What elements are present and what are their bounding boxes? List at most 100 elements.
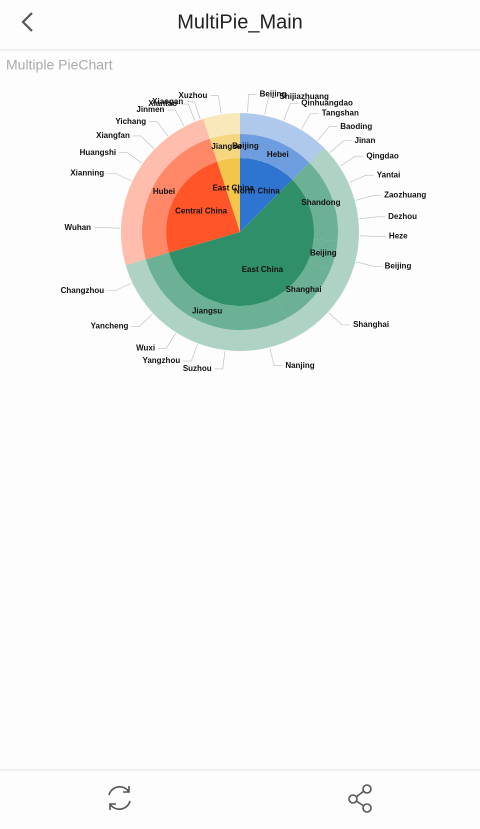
outer-label: Yichang	[115, 117, 146, 126]
inner-label: North China	[234, 186, 280, 195]
outer-slice	[240, 317, 298, 351]
outer-label: Yangzhou	[142, 356, 180, 365]
leader-line	[340, 155, 364, 167]
middle-slice	[275, 261, 330, 318]
header-title: MultiPie_Main	[177, 11, 303, 33]
share-button[interactable]	[348, 784, 372, 813]
outer-label: Heze	[389, 231, 408, 240]
inner-label: East China	[212, 184, 254, 193]
outer-slice	[185, 319, 216, 348]
outer-slice	[167, 309, 196, 339]
middle-label: Jiangsu	[192, 307, 222, 316]
middle-label: Hebei	[267, 150, 289, 159]
inner-label: East China	[242, 265, 284, 274]
outer-slice	[325, 174, 352, 199]
leader-line	[359, 235, 386, 237]
outer-label: Yancheng	[91, 322, 129, 331]
middle-slice	[209, 134, 240, 162]
middle-label: Shanghai	[286, 285, 322, 294]
leader-line	[94, 227, 121, 229]
leader-line	[119, 152, 142, 164]
leader-line	[359, 216, 386, 220]
outer-slice	[332, 191, 357, 214]
outer-label: Nanjing	[285, 361, 314, 370]
outer-label: Dezhou	[388, 212, 417, 221]
middle-slice	[307, 238, 338, 271]
outer-slice	[296, 135, 325, 163]
middle-slice	[249, 134, 310, 180]
outer-slice	[137, 156, 165, 183]
outer-label: Jinan	[355, 136, 376, 145]
middle-label: Jiangsu	[211, 142, 241, 151]
outer-label: Shijiazhuang	[280, 92, 329, 101]
leader-line	[264, 96, 277, 115]
middle-slice	[145, 252, 288, 330]
leader-line	[131, 313, 153, 327]
outer-slice	[317, 159, 345, 185]
leader-line	[132, 135, 155, 149]
leader-line	[247, 93, 257, 113]
outer-slice	[240, 113, 255, 135]
refresh-button[interactable]	[108, 786, 131, 810]
outer-label: Qingdao	[366, 151, 399, 160]
leader-line	[214, 351, 226, 370]
leader-line	[107, 172, 132, 182]
outer-label: Baoding	[340, 122, 372, 131]
leader-line	[107, 282, 132, 292]
outer-slice	[148, 142, 176, 170]
inner-slice	[217, 158, 240, 232]
outer-slice	[125, 259, 159, 299]
outer-label: Xiantao	[148, 99, 177, 108]
inner-slice	[168, 179, 314, 306]
middle-label: Shandong	[301, 198, 340, 207]
outer-slice	[203, 113, 240, 139]
outer-slice	[161, 131, 188, 159]
outer-slice	[309, 147, 335, 172]
leader-line	[328, 312, 351, 326]
outer-slice	[337, 228, 359, 244]
inner-slice	[166, 161, 240, 253]
leader-line	[329, 140, 352, 153]
middle-label: Hubei	[153, 187, 175, 196]
outer-slice	[252, 113, 275, 139]
leader-line	[301, 113, 319, 130]
outer-slice	[283, 125, 310, 153]
leader-line	[210, 95, 222, 114]
outer-slice	[128, 171, 156, 199]
leader-line	[355, 195, 382, 201]
outer-label: Qinhuangdao	[301, 99, 353, 108]
middle-label: Beijing	[232, 141, 259, 150]
outer-label: Tangshan	[322, 109, 359, 118]
outer-slice	[176, 122, 202, 150]
outer-slice	[121, 191, 148, 266]
leader-line	[186, 101, 201, 119]
chart-title: Multiple PieChart	[6, 57, 113, 73]
header	[0, 0, 480, 50]
outer-label: Yantai	[377, 170, 401, 179]
outer-slice	[197, 118, 210, 141]
outer-label: Xianning	[70, 168, 104, 177]
leader-line	[356, 261, 382, 267]
inner-slice	[240, 158, 293, 232]
outer-slice	[141, 287, 180, 327]
outer-slice	[268, 117, 293, 144]
outer-slice	[210, 326, 240, 351]
outer-label: Wuxi	[136, 344, 155, 353]
outer-label: Jinmen	[136, 105, 164, 114]
middle-slice	[142, 138, 218, 260]
outer-label: Zaozhuang	[384, 191, 426, 200]
middle-label: Beijing	[310, 248, 337, 257]
leader-line	[317, 126, 338, 141]
leader-line	[180, 103, 196, 121]
outer-label: Xuzhou	[179, 91, 208, 100]
inner-label: Central China	[175, 207, 228, 216]
outer-slice	[336, 209, 359, 229]
outer-slice	[329, 241, 359, 280]
leader-line	[167, 109, 185, 127]
outer-label: Changzhou	[61, 286, 105, 295]
outer-label: Beijing	[385, 261, 412, 270]
back-button[interactable]	[21, 12, 33, 32]
outer-label: Suzhou	[183, 364, 212, 373]
